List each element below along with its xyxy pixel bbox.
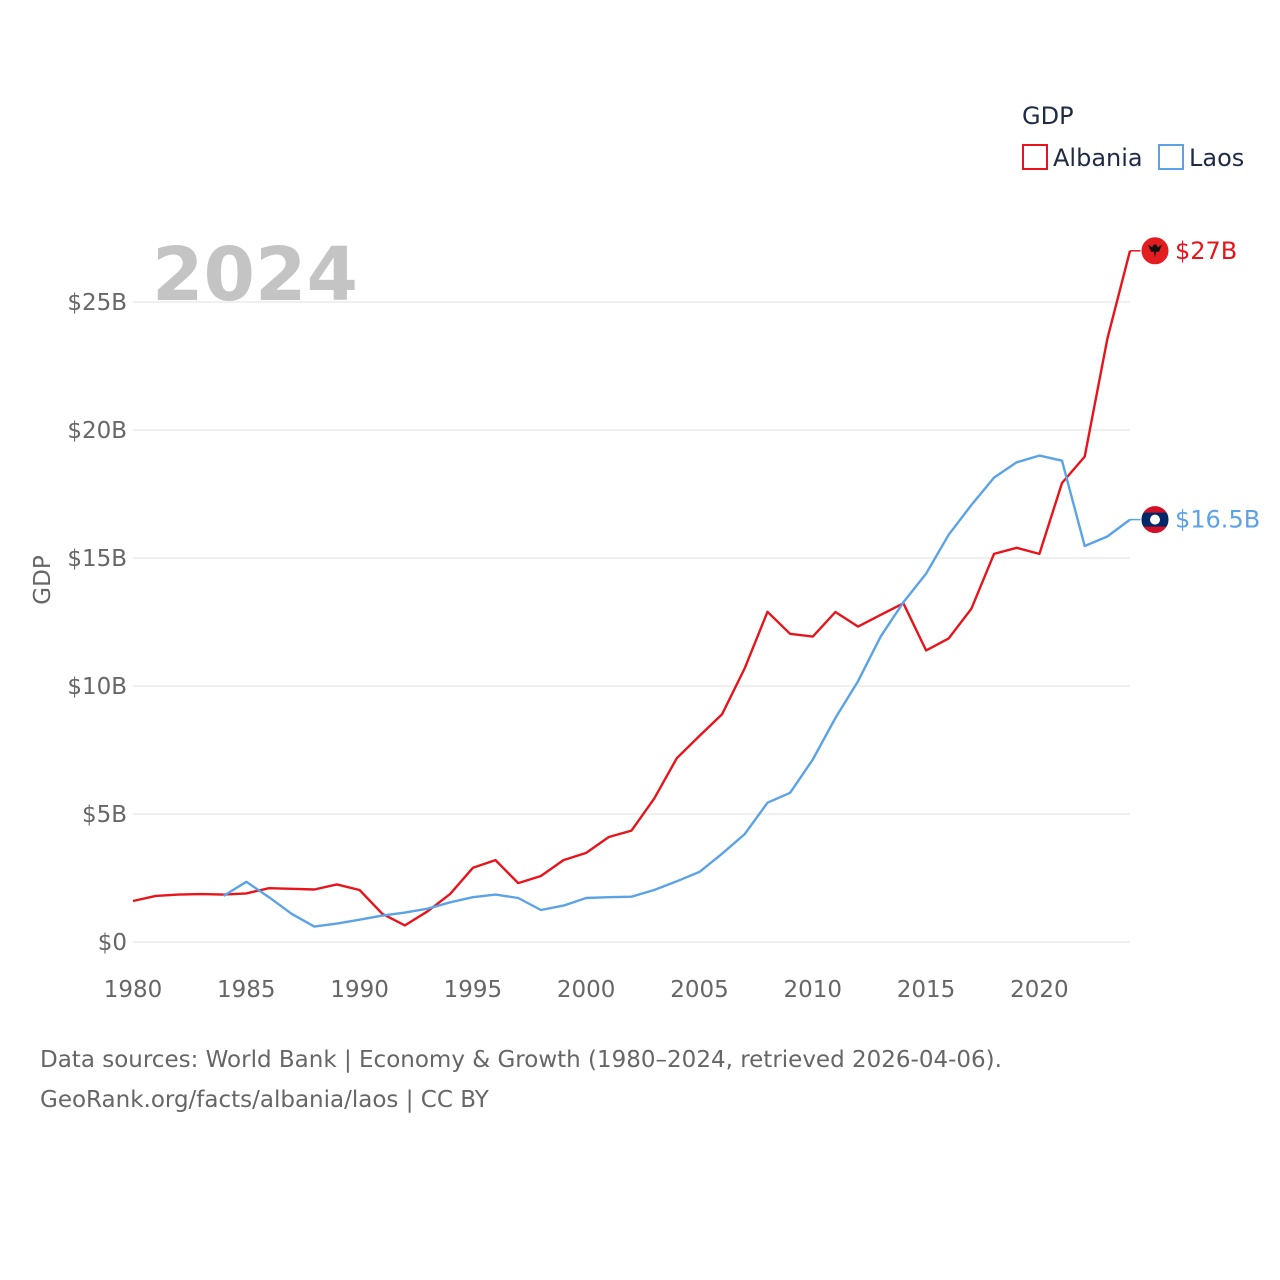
gridlines bbox=[133, 301, 1130, 943]
legend-swatch-albania bbox=[1022, 144, 1048, 170]
series-line-laos bbox=[222, 454, 1131, 928]
series-lines bbox=[132, 250, 1132, 928]
y-tick-label: $15B bbox=[67, 546, 127, 572]
y-axis-ticks: $0 $5B $10B $15B $20B $25B bbox=[67, 290, 127, 956]
y-tick-label: $0 bbox=[98, 930, 127, 956]
source-line-2: GeoRank.org/facts/albania/laos | CC BY bbox=[40, 1087, 489, 1113]
x-tick-label: 1985 bbox=[217, 977, 276, 1003]
x-tick-label: 2005 bbox=[670, 977, 729, 1003]
gdp-line-chart: $0 $5B $10B $15B $20B $25B 1980 1985 1990 1995 20… bbox=[30, 102, 1260, 1003]
x-tick-label: 1995 bbox=[444, 977, 503, 1003]
legend-title: GDP bbox=[1022, 102, 1074, 130]
x-tick-label: 1990 bbox=[330, 977, 389, 1003]
legend-item-albania[interactable]: Albania bbox=[1022, 144, 1143, 172]
y-tick-label: $5B bbox=[82, 802, 127, 828]
x-tick-label: 1980 bbox=[104, 977, 163, 1003]
y-tick-label: $25B bbox=[67, 290, 127, 316]
y-axis-title: GDP bbox=[30, 555, 56, 605]
x-tick-label: 2020 bbox=[1010, 977, 1069, 1003]
legend-label-albania: Albania bbox=[1053, 144, 1143, 172]
legend-swatch-laos bbox=[1158, 144, 1184, 170]
y-tick-label: $10B bbox=[67, 674, 127, 700]
series-endpoints: $27B $16.5B bbox=[1130, 236, 1260, 535]
year-label: 2024 bbox=[152, 232, 358, 318]
x-tick-label: 2015 bbox=[897, 977, 956, 1003]
x-axis-ticks: 1980 1985 1990 1995 2000 2005 2010 2015 2020 bbox=[104, 977, 1069, 1003]
data-source-footer: Data sources: World Bank | Economy & Gro… bbox=[40, 1040, 1002, 1120]
y-tick-label: $20B bbox=[67, 418, 127, 444]
legend-item-laos[interactable]: Laos bbox=[1158, 144, 1244, 172]
x-tick-label: 2000 bbox=[557, 977, 616, 1003]
source-line-1: Data sources: World Bank | Economy & Gro… bbox=[40, 1047, 1002, 1073]
laos-flag-icon bbox=[1140, 505, 1170, 535]
end-value-label-albania: $27B bbox=[1175, 237, 1237, 265]
series-line-albania bbox=[132, 250, 1132, 927]
end-value-label-laos: $16.5B bbox=[1175, 506, 1260, 534]
legend: GDP Albania Laos bbox=[1022, 102, 1244, 172]
albania-flag-icon bbox=[1140, 236, 1170, 266]
legend-label-laos: Laos bbox=[1189, 144, 1244, 172]
x-tick-label: 2010 bbox=[783, 977, 842, 1003]
